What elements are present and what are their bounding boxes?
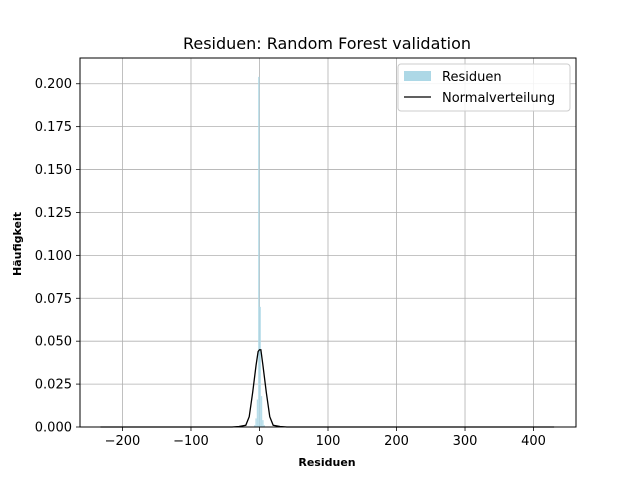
chart-title: Residuen: Random Forest validation	[183, 34, 471, 53]
y-tick-label: 0.150	[35, 163, 72, 178]
histogram-bar	[254, 425, 256, 427]
legend-box	[397, 63, 571, 112]
x-tick-label: 400	[521, 434, 546, 449]
y-axis-ticks: 0.000 0.025 0.050 0.075 0.100 0.125 0.150 0.175…	[35, 77, 80, 436]
legend: Residuen Normalverteilung	[397, 63, 571, 112]
histogram-bars	[254, 76, 265, 428]
y-tick-label: 0.050	[35, 335, 72, 350]
y-tick-label: 0.000	[35, 421, 72, 436]
legend-label-residuen: Residuen	[442, 70, 502, 85]
y-tick-label: 0.200	[35, 77, 72, 92]
x-tick-label: 100	[316, 434, 341, 449]
histogram-bar	[258, 76, 260, 428]
histogram-bar	[262, 420, 264, 427]
histogram-bar	[256, 399, 259, 427]
histogram-bar	[255, 418, 257, 427]
x-tick-label: 0	[255, 434, 263, 449]
legend-label-normalverteilung: Normalverteilung	[442, 91, 555, 106]
x-tick-label: 300	[453, 434, 478, 449]
grid	[80, 58, 576, 428]
y-tick-label: 0.075	[35, 292, 72, 307]
legend-swatch-residuen	[404, 71, 431, 81]
x-tick-label: −200	[105, 434, 141, 449]
histogram-bar	[260, 396, 263, 427]
x-axis-ticks: −200 −100 0 100 200 300 400	[105, 427, 546, 449]
histogram-bar	[263, 425, 265, 427]
y-tick-label: 0.175	[35, 120, 72, 135]
x-axis-label: Residuen	[298, 456, 355, 469]
y-tick-label: 0.025	[35, 378, 72, 393]
histogram-bar	[259, 306, 261, 427]
y-tick-label: 0.125	[35, 206, 72, 221]
x-tick-label: −100	[173, 434, 209, 449]
normal-curve	[100, 349, 555, 428]
x-tick-label: 200	[384, 434, 409, 449]
y-axis-label: Häufigkeit	[11, 212, 24, 276]
normal-distribution-line	[100, 349, 555, 428]
y-tick-label: 0.100	[35, 249, 72, 264]
